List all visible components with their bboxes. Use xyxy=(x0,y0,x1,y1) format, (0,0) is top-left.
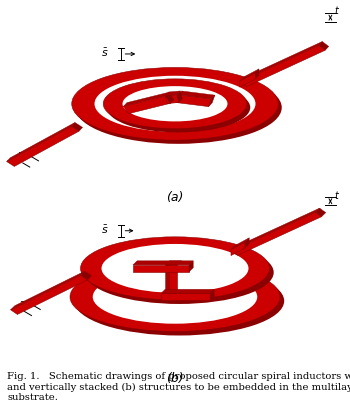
Polygon shape xyxy=(231,208,320,251)
Polygon shape xyxy=(319,42,329,50)
Polygon shape xyxy=(7,126,79,166)
Polygon shape xyxy=(231,242,245,256)
Text: $\bar{s}$: $\bar{s}$ xyxy=(101,47,109,59)
Ellipse shape xyxy=(80,237,270,300)
Ellipse shape xyxy=(70,262,280,331)
Text: $t$: $t$ xyxy=(334,189,340,201)
Polygon shape xyxy=(177,91,182,102)
Ellipse shape xyxy=(93,270,257,324)
Polygon shape xyxy=(161,289,214,293)
Polygon shape xyxy=(245,238,249,248)
Polygon shape xyxy=(7,122,75,162)
Text: (a): (a) xyxy=(166,191,184,204)
Polygon shape xyxy=(166,92,174,103)
Text: $t$: $t$ xyxy=(334,5,340,16)
Polygon shape xyxy=(124,96,170,114)
Polygon shape xyxy=(240,45,325,87)
Polygon shape xyxy=(133,261,193,265)
Polygon shape xyxy=(315,208,326,217)
Polygon shape xyxy=(175,95,211,106)
Polygon shape xyxy=(165,95,179,104)
Text: $\bar{w}$: $\bar{w}$ xyxy=(16,301,26,313)
Ellipse shape xyxy=(94,76,256,132)
Polygon shape xyxy=(240,73,256,87)
Text: Fig. 1.   Schematic drawings of proposed circular spiral inductors with planar (: Fig. 1. Schematic drawings of proposed c… xyxy=(7,372,350,402)
Polygon shape xyxy=(231,238,249,249)
Polygon shape xyxy=(240,69,259,81)
Polygon shape xyxy=(10,275,88,314)
Ellipse shape xyxy=(102,244,248,293)
Polygon shape xyxy=(165,91,180,96)
Polygon shape xyxy=(256,69,259,79)
Text: (b): (b) xyxy=(166,372,184,385)
Polygon shape xyxy=(178,91,215,99)
Polygon shape xyxy=(166,265,177,300)
Polygon shape xyxy=(240,42,322,82)
Ellipse shape xyxy=(74,266,284,335)
Polygon shape xyxy=(166,261,182,265)
Ellipse shape xyxy=(122,86,228,121)
Polygon shape xyxy=(231,212,322,255)
Text: $d_{in}$: $d_{in}$ xyxy=(219,88,233,102)
Polygon shape xyxy=(189,261,193,272)
Ellipse shape xyxy=(107,83,250,132)
Polygon shape xyxy=(80,271,92,280)
Polygon shape xyxy=(166,261,170,300)
Text: $\bar{s}$: $\bar{s}$ xyxy=(101,224,109,236)
Polygon shape xyxy=(209,95,215,106)
Ellipse shape xyxy=(85,241,274,304)
Text: $d_{in}$: $d_{in}$ xyxy=(217,261,232,274)
Ellipse shape xyxy=(103,79,247,129)
Polygon shape xyxy=(210,289,214,300)
Polygon shape xyxy=(71,122,83,131)
Polygon shape xyxy=(10,271,85,310)
Ellipse shape xyxy=(72,67,278,140)
Polygon shape xyxy=(133,265,189,272)
Text: $\bar{w}$: $\bar{w}$ xyxy=(14,152,24,164)
Polygon shape xyxy=(124,92,169,106)
Polygon shape xyxy=(161,293,210,300)
Ellipse shape xyxy=(75,71,282,144)
